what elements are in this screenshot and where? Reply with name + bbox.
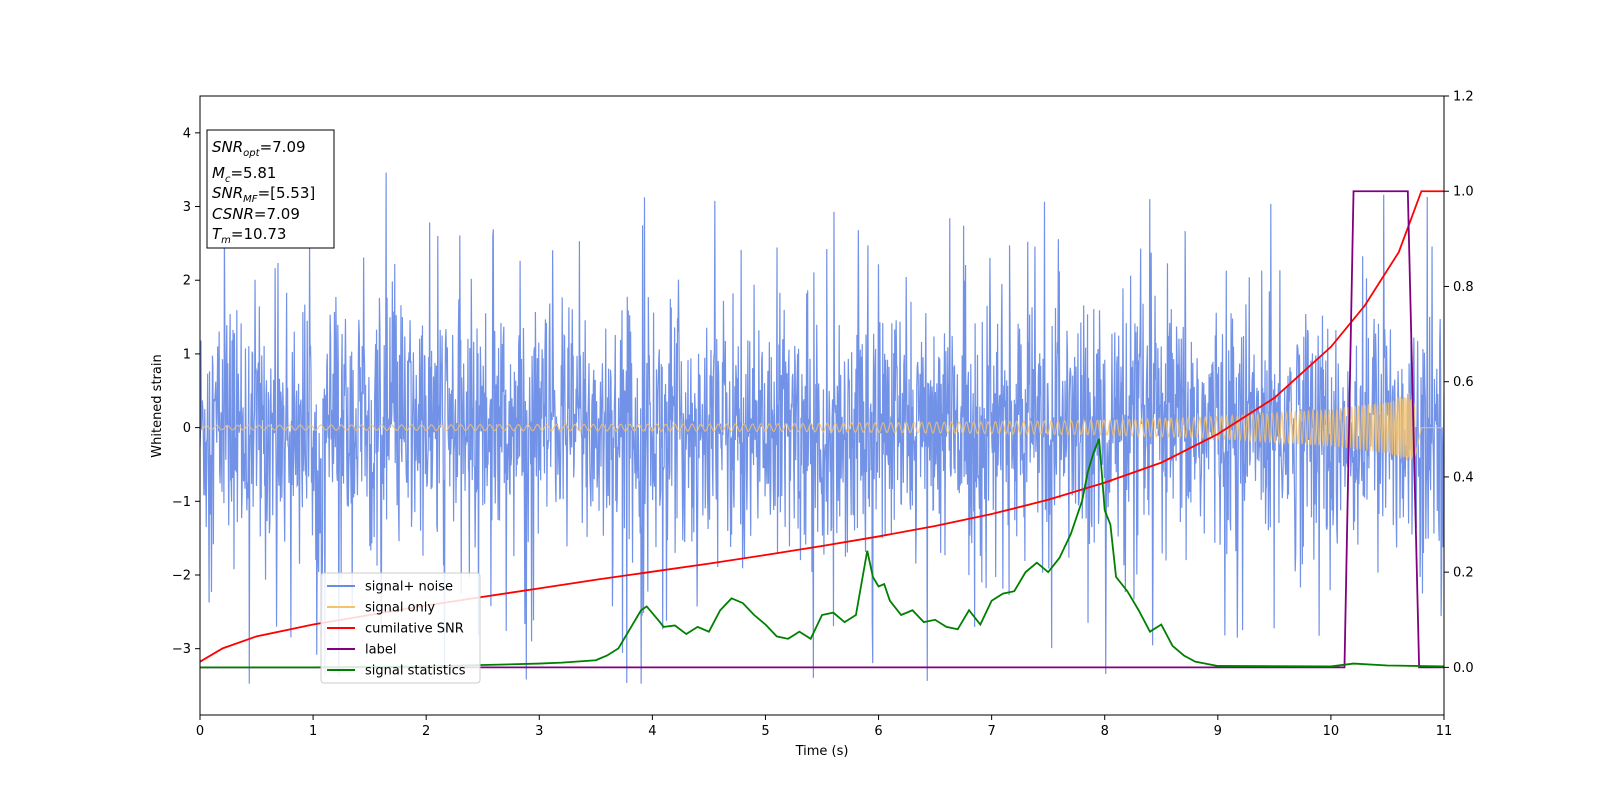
- y-axis-right: 0.0 0.2 0.4 0.6 0.8 1.0 1.2: [1444, 90, 1474, 676]
- x-tick-label: 6: [874, 724, 882, 739]
- x-tick-label: 2: [422, 724, 430, 739]
- x-tick-label: 1: [309, 724, 317, 739]
- series-label: [200, 190, 1444, 669]
- y-tick-label-right: 0.2: [1453, 566, 1474, 581]
- y-tick-label-right: 1.2: [1453, 90, 1474, 105]
- y-tick-label-right: 0.8: [1453, 280, 1474, 295]
- y-tick-label-left: −3: [172, 642, 191, 657]
- legend-entry: cumilative SNR: [365, 622, 464, 637]
- y-tick-label-left: 3: [183, 200, 191, 215]
- annotation-line: Tm=10.73: [212, 225, 286, 246]
- legend: signal+ noise signal only cumilative SNR la…: [320, 572, 481, 684]
- y-tick-label-left: 2: [183, 274, 191, 289]
- x-axis: 0 1 2 3 4 5 6 7 8 9 10 11: [196, 715, 1452, 739]
- annotation-line: SNRMF=[5.53]: [212, 184, 315, 205]
- x-tick-label: 9: [1214, 724, 1222, 739]
- annotation-line: SNRopt=7.09: [212, 138, 306, 159]
- series-signal-statistics: [200, 438, 1444, 669]
- y-tick-label-right: 0.4: [1453, 470, 1474, 485]
- x-tick-label: 3: [535, 724, 543, 739]
- x-tick-label: 7: [987, 724, 995, 739]
- series-signal-noise: [200, 172, 1444, 684]
- x-tick-label: 10: [1323, 724, 1340, 739]
- annotation-frame: [206, 129, 335, 249]
- x-axis-label: Time (s): [795, 744, 849, 759]
- y-tick-label-right: 0.0: [1453, 661, 1474, 676]
- legend-entry: label: [365, 643, 396, 658]
- y-tick-label-left: 4: [183, 126, 191, 141]
- legend-entry: signal+ noise: [365, 580, 453, 595]
- y-tick-label-left: 1: [183, 347, 191, 362]
- y-tick-label-right: 1.0: [1453, 185, 1474, 200]
- annotation-line: Mc=5.81: [212, 164, 276, 185]
- annotation-line: CSNR=7.09: [212, 205, 300, 223]
- x-tick-label: 0: [196, 724, 204, 739]
- x-tick-label: 8: [1101, 724, 1109, 739]
- y-axis-left: −3 −2 −1 0 1 2 3 4: [172, 126, 200, 657]
- series-signal-only: [200, 392, 1444, 464]
- y-tick-label-left: 0: [183, 421, 191, 436]
- y-axis-label: Whitened strain: [150, 354, 165, 457]
- legend-entry: signal only: [365, 601, 435, 616]
- x-tick-label: 4: [648, 724, 656, 739]
- y-tick-label-left: −2: [172, 568, 191, 583]
- y-tick-label-left: −1: [172, 495, 191, 510]
- legend-frame: [320, 572, 481, 684]
- x-tick-label: 5: [761, 724, 769, 739]
- y-tick-label-right: 0.6: [1453, 375, 1474, 390]
- x-tick-label: 11: [1436, 724, 1453, 739]
- legend-entry: signal statistics: [365, 664, 466, 679]
- plot-frame: [199, 95, 1445, 716]
